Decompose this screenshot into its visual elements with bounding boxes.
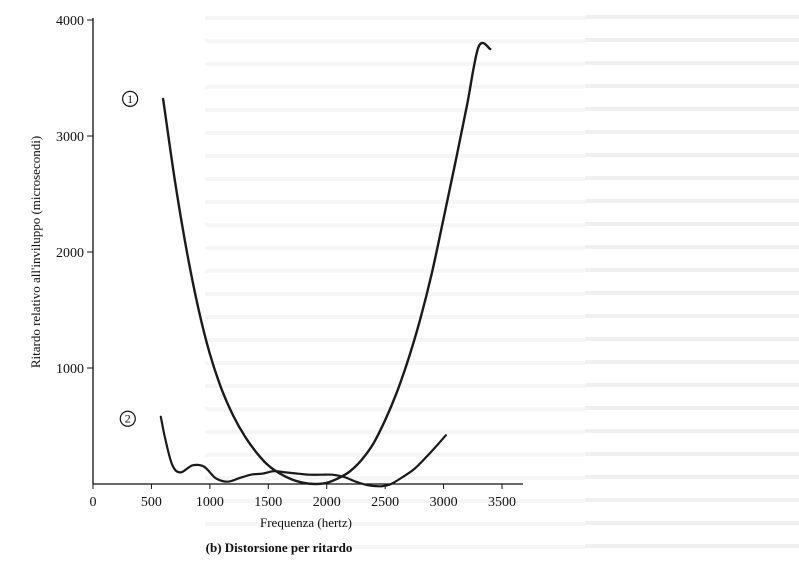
ticks: 0 500 1000 1500 2000 2500 3000 3500 1000 2000 3000…	[56, 14, 516, 510]
series-marker-1: 1	[122, 90, 139, 107]
y-axis-label: Ritardo relativo all'inviluppo (microsec…	[28, 136, 43, 368]
series-marker-circle	[119, 410, 136, 427]
axes	[92, 18, 523, 485]
x-tick-label: 1000	[196, 495, 224, 510]
x-tick-label: 1500	[254, 495, 282, 510]
y-tick-label: 1000	[56, 362, 84, 377]
series-line-2	[159, 415, 447, 488]
x-tick-label: 2500	[371, 495, 399, 510]
series-marker-label: 2	[125, 412, 131, 426]
y-tick-label: 2000	[56, 246, 84, 261]
x-tick-label: 2000	[313, 495, 341, 510]
x-tick-label: 3000	[430, 495, 458, 510]
y-tick-label: 3000	[56, 130, 84, 145]
series-layer: 12	[119, 41, 492, 488]
x-tick-label: 3500	[488, 495, 516, 510]
x-tick-label: 0	[90, 495, 97, 510]
series-marker-circle	[122, 90, 139, 107]
scan-bleedthrough-right	[585, 0, 799, 567]
x-tick-label: 500	[141, 495, 162, 510]
labels: Ritardo relativo all'inviluppo (microsec…	[28, 136, 352, 555]
series-marker-label: 1	[127, 92, 133, 106]
series-marker-2: 2	[119, 410, 136, 427]
series-line-1	[161, 41, 492, 486]
x-axis-label: Frequenza (hertz)	[260, 515, 352, 530]
chart-caption: (b) Distorsione per ritardo	[206, 540, 353, 555]
y-tick-label: 4000	[56, 14, 84, 29]
